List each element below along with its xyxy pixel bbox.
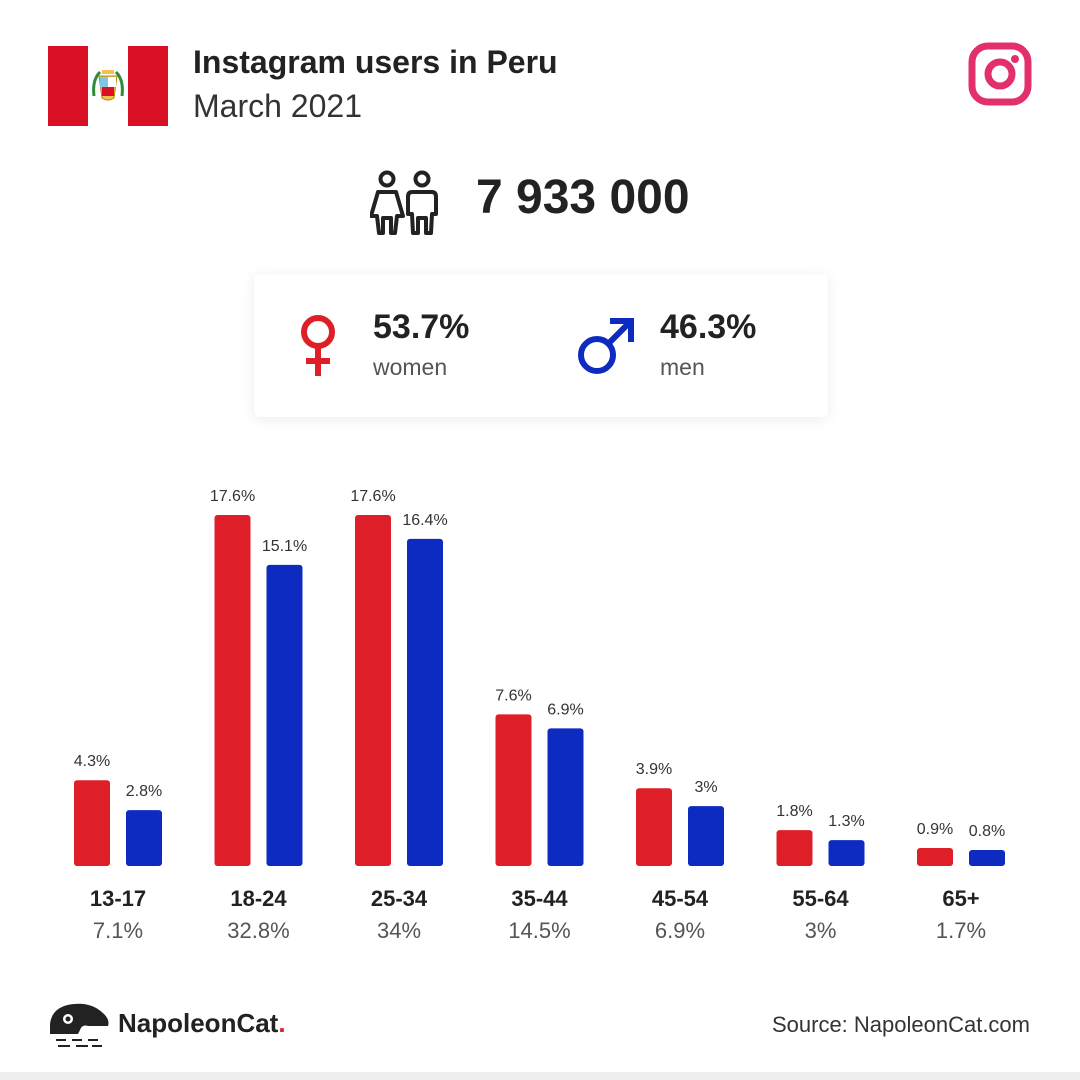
age-category-total: 1.7%: [936, 918, 986, 943]
women-value-label-18-24: 17.6%: [210, 488, 255, 505]
women-bar-55-64: [776, 830, 813, 866]
male-icon: [578, 318, 634, 374]
men-value-label-25-34: 16.4%: [402, 512, 447, 529]
age-category-label: 18-24: [230, 886, 287, 911]
men-value-label-35-44: 6.9%: [547, 701, 583, 718]
people-icon: [370, 170, 438, 235]
age-category-total: 34%: [377, 918, 421, 943]
women-bar-65+: [917, 848, 953, 866]
age-category-total: 32.8%: [227, 918, 289, 943]
source-credit: Source: NapoleonCat.com: [771, 1012, 1030, 1037]
women-bar-18-24: [214, 515, 251, 866]
age-category-total: 3%: [805, 918, 837, 943]
women-value-label-25-34: 17.6%: [350, 488, 395, 505]
men-bar-35-44: [547, 728, 584, 866]
men-value-label-65+: 0.8%: [969, 823, 1005, 840]
age-category-label: 35-44: [511, 886, 568, 911]
page-title: Instagram users in Peru: [193, 44, 558, 80]
women-bar-13-17: [74, 780, 110, 866]
women-value-label-45-54: 3.9%: [636, 761, 672, 778]
bottom-strip: [0, 1072, 1080, 1080]
women-value-label-65+: 0.9%: [917, 821, 953, 838]
men-bar-65+: [969, 850, 1005, 866]
age-category-total: 14.5%: [508, 918, 570, 943]
men-percentage: 46.3%: [660, 308, 757, 346]
women-bar-25-34: [355, 515, 391, 866]
peru-flag-icon: [48, 46, 168, 126]
women-value-label-13-17: 4.3%: [74, 753, 110, 770]
men-value-label-18-24: 15.1%: [262, 538, 307, 555]
men-bar-55-64: [828, 840, 865, 866]
men-bar-25-34: [407, 538, 443, 866]
age-category-label: 55-64: [792, 886, 849, 911]
age-category-label: 13-17: [90, 886, 146, 911]
men-value-label-45-54: 3%: [694, 779, 717, 796]
age-category-label: 45-54: [652, 886, 709, 911]
men-bar-18-24: [266, 564, 303, 866]
napoleoncat-brand: NapoleonCat.: [118, 1008, 286, 1038]
gender-summary-card: [254, 274, 828, 417]
women-value-label-55-64: 1.8%: [776, 803, 812, 820]
age-category-total: 6.9%: [655, 918, 705, 943]
men-value-label-55-64: 1.3%: [828, 813, 864, 830]
women-bar-35-44: [495, 714, 532, 866]
total-users-count: 7 933 000: [476, 171, 690, 224]
age-gender-bar-chart: 4.3% 2.8% 13-17 7.1% 17.6% 15.1% 18-24 32.8% 17.…: [74, 488, 1005, 943]
women-bar-45-54: [636, 788, 672, 866]
men-label: men: [660, 354, 705, 380]
men-bar-13-17: [126, 810, 162, 866]
men-bar-45-54: [688, 806, 724, 866]
napoleoncat-logo-icon: [50, 1003, 109, 1047]
page-subtitle: March 2021: [193, 88, 362, 124]
women-percentage: 53.7%: [373, 308, 470, 346]
age-category-label: 65+: [942, 886, 979, 911]
women-label: women: [373, 354, 448, 380]
age-category-label: 25-34: [371, 886, 428, 911]
instagram-icon: [968, 42, 1032, 106]
female-icon: [301, 315, 335, 376]
men-value-label-13-17: 2.8%: [126, 783, 162, 800]
age-category-total: 7.1%: [93, 918, 143, 943]
women-value-label-35-44: 7.6%: [495, 687, 531, 704]
